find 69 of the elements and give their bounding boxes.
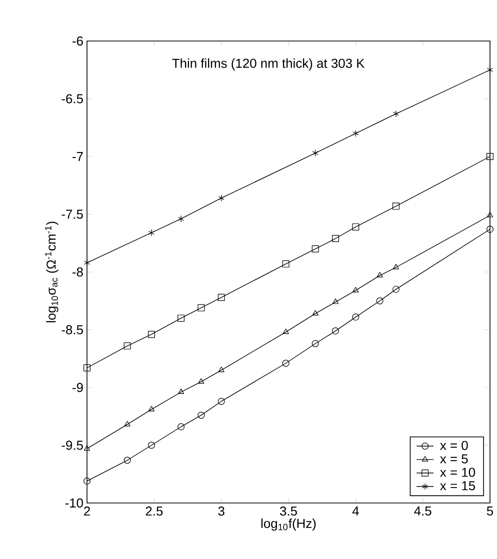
point: [198, 304, 205, 312]
point: [84, 478, 91, 485]
x-axis-title: log$_{10}$f(Hz): [261, 518, 316, 531]
y-tick-label: -6.5: [62, 94, 83, 104]
point: [198, 412, 205, 419]
point: [218, 194, 224, 202]
y-tick-label: -8: [72, 267, 83, 277]
y-tick-label: -9.5: [62, 440, 83, 450]
x-tick-label: 2: [84, 506, 90, 516]
point: [486, 153, 494, 160]
x-tick-label: 2.5: [146, 506, 163, 516]
point: [332, 298, 339, 304]
point: [376, 297, 384, 304]
point: [312, 340, 319, 348]
point: [486, 66, 494, 74]
x-tick-label: 4.5: [414, 506, 432, 516]
point: [178, 388, 184, 394]
point: [332, 235, 340, 242]
point: [218, 294, 225, 301]
legend-label: x = 5: [440, 454, 468, 464]
point: [376, 272, 383, 278]
legend-label: x = 0: [440, 440, 468, 450]
x-tick-label: 4: [352, 506, 359, 516]
point: [392, 110, 400, 118]
y-tick-label: -7: [72, 152, 83, 161]
point: [392, 264, 400, 270]
annotation: Thin films (120 nm thick) at 303 K: [172, 58, 365, 70]
point: [124, 420, 130, 426]
y-tick-label: -10: [65, 498, 84, 508]
point: [178, 314, 185, 322]
point: [282, 260, 290, 268]
y-tick-label: -6: [72, 36, 83, 46]
point: [178, 215, 184, 222]
point: [312, 150, 318, 157]
point: [352, 223, 360, 230]
point: [148, 406, 155, 412]
point: [148, 442, 156, 449]
point: [352, 314, 360, 321]
point: [84, 364, 91, 372]
point: [84, 259, 90, 266]
point: [332, 327, 340, 334]
point: [312, 245, 319, 252]
point: [392, 202, 400, 210]
legend-label: x = 15: [440, 481, 476, 490]
y-tick-label: -9: [72, 382, 83, 392]
y-tick-label: -8.5: [62, 325, 83, 334]
point: [124, 342, 131, 350]
x-tick-label: 3.5: [280, 506, 297, 516]
point: [148, 229, 155, 236]
point: [312, 310, 318, 316]
point: [198, 378, 204, 384]
point: [178, 423, 185, 430]
point: [84, 445, 90, 451]
text: log$_{10}$σ$_{ac}$ (Ω$^{-1}$cm$^{-1}$): [45, 222, 58, 322]
x-tick-label: 5: [486, 506, 494, 516]
point: [124, 456, 131, 464]
point: [486, 212, 494, 218]
point: [218, 398, 225, 405]
point: [218, 366, 224, 372]
legend-label: x = 10: [440, 468, 476, 477]
point: [282, 328, 289, 334]
x-tick-label: 3: [218, 506, 224, 516]
y-tick-label: -7.5: [62, 210, 83, 219]
point: [486, 226, 494, 233]
point: [392, 286, 400, 293]
point: [352, 286, 359, 292]
point: [352, 130, 359, 137]
point: [148, 330, 156, 338]
point: [282, 360, 290, 367]
